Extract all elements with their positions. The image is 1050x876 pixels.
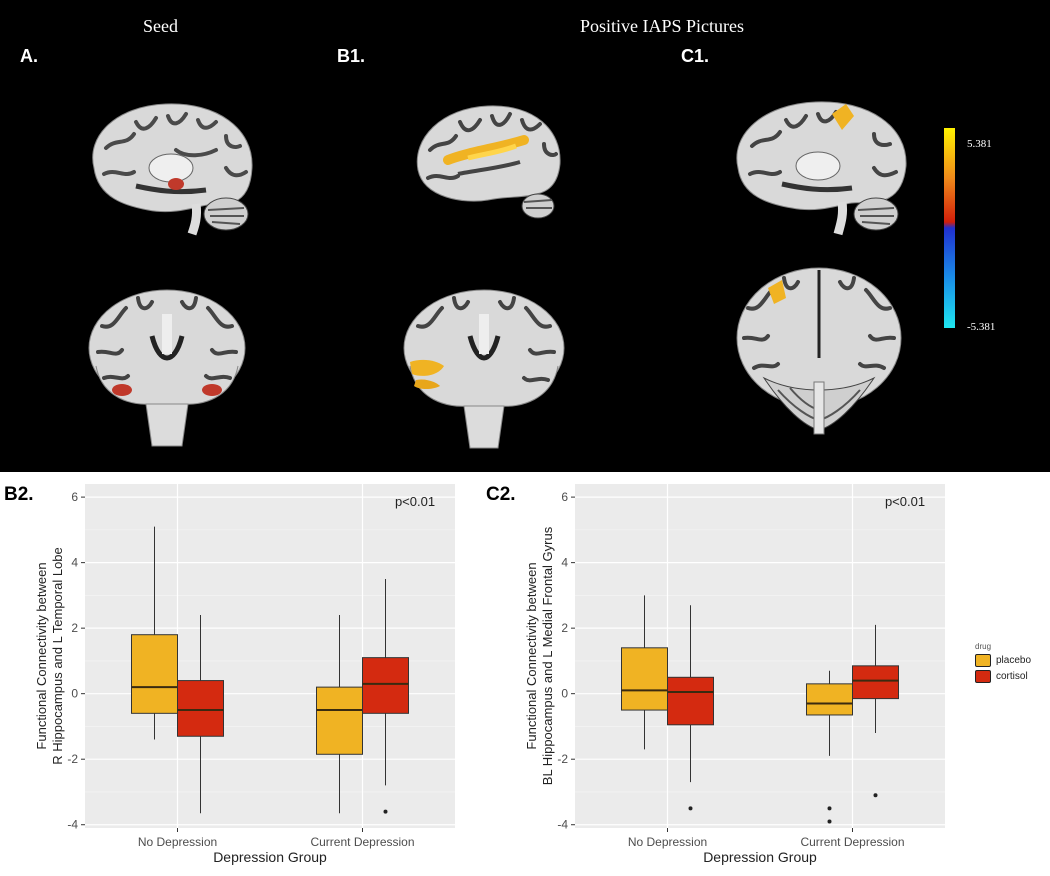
x-axis-label: Depression Group bbox=[703, 849, 817, 865]
y-tick-label: 6 bbox=[561, 490, 568, 504]
legend-swatch-placebo bbox=[975, 654, 991, 667]
y-tick-label: -2 bbox=[557, 752, 568, 766]
legend-label-placebo: placebo bbox=[996, 655, 1032, 666]
x-axis-label: Depression Group bbox=[213, 849, 327, 865]
y-tick-label: 2 bbox=[71, 621, 78, 635]
box-placebo bbox=[316, 686, 363, 755]
y-axis-label: R Hippocampus and L Temporal Lobe bbox=[50, 547, 65, 765]
y-tick-label: 2 bbox=[561, 621, 568, 635]
b1-sagittal-brain bbox=[416, 105, 561, 219]
y-axis-label: Functional Connectivity between bbox=[34, 562, 49, 749]
outlier-point bbox=[873, 793, 878, 798]
y-tick-label: 6 bbox=[71, 490, 78, 504]
outlier-point bbox=[688, 806, 693, 811]
p-value-annotation: p<0.01 bbox=[885, 494, 925, 509]
boxplot-c2: -4 -2 0 2 4 6 No Depression Current Depression p… bbox=[524, 484, 945, 865]
brain-figure-panel: Seed Positive IAPS Pictures A. B1. C1. bbox=[0, 0, 1050, 472]
y-tick-label: 4 bbox=[71, 556, 78, 570]
panel-label-b1: B1. bbox=[337, 46, 366, 66]
outlier-point bbox=[383, 809, 388, 814]
seed-title: Seed bbox=[143, 16, 178, 36]
panel-label-c2: C2. bbox=[486, 484, 516, 505]
colorbar-max-label: 5.381 bbox=[967, 138, 992, 150]
panel-label-a: A. bbox=[20, 46, 38, 66]
b1-coronal-brain bbox=[403, 289, 565, 449]
box-placebo bbox=[806, 683, 853, 716]
legend-label-cortisol: cortisol bbox=[996, 671, 1028, 682]
legend-title: drug bbox=[975, 642, 992, 651]
y-tick-label: -4 bbox=[557, 818, 568, 832]
legend-item-cortisol: cortisol bbox=[975, 670, 1028, 683]
seed-sagittal-brain bbox=[92, 103, 253, 236]
box-cortisol bbox=[362, 657, 409, 714]
colorbar-min-label: -5.381 bbox=[967, 321, 996, 333]
y-tick-label: 0 bbox=[561, 687, 568, 701]
colorbar bbox=[944, 128, 955, 328]
seed-coronal-brain bbox=[88, 289, 246, 447]
legend-swatch-cortisol bbox=[975, 670, 991, 683]
panel-label-b2: B2. bbox=[4, 484, 34, 505]
outlier-point bbox=[827, 806, 832, 811]
y-axis-label: Functional Connectivity between bbox=[524, 562, 539, 749]
box-cortisol bbox=[667, 676, 714, 726]
c1-sagittal-brain bbox=[736, 101, 907, 236]
x-tick-label: No Depression bbox=[138, 835, 217, 849]
y-tick-label: 4 bbox=[561, 556, 568, 570]
box-placebo bbox=[621, 647, 668, 711]
panel-label-c1: C1. bbox=[681, 46, 710, 66]
outlier-point bbox=[827, 819, 832, 824]
box-cortisol bbox=[177, 680, 224, 737]
box-cortisol bbox=[852, 665, 899, 700]
box-placebo bbox=[131, 634, 178, 714]
x-tick-label: Current Depression bbox=[310, 835, 414, 849]
c1-posterior-brain bbox=[736, 267, 902, 435]
legend-item-placebo: placebo bbox=[975, 654, 1031, 667]
p-value-annotation: p<0.01 bbox=[395, 494, 435, 509]
y-tick-label: 0 bbox=[71, 687, 78, 701]
x-tick-label: No Depression bbox=[628, 835, 707, 849]
y-tick-label: -2 bbox=[67, 752, 78, 766]
x-tick-label: Current Depression bbox=[800, 835, 904, 849]
boxplot-b2: -4 -2 0 2 4 6 No Depression Current Depression p… bbox=[34, 484, 455, 865]
positive-iaps-title: Positive IAPS Pictures bbox=[580, 16, 745, 36]
y-axis-label: BL Hippocampus and L Medial Frontal Gyru… bbox=[540, 526, 555, 785]
y-tick-label: -4 bbox=[67, 818, 78, 832]
